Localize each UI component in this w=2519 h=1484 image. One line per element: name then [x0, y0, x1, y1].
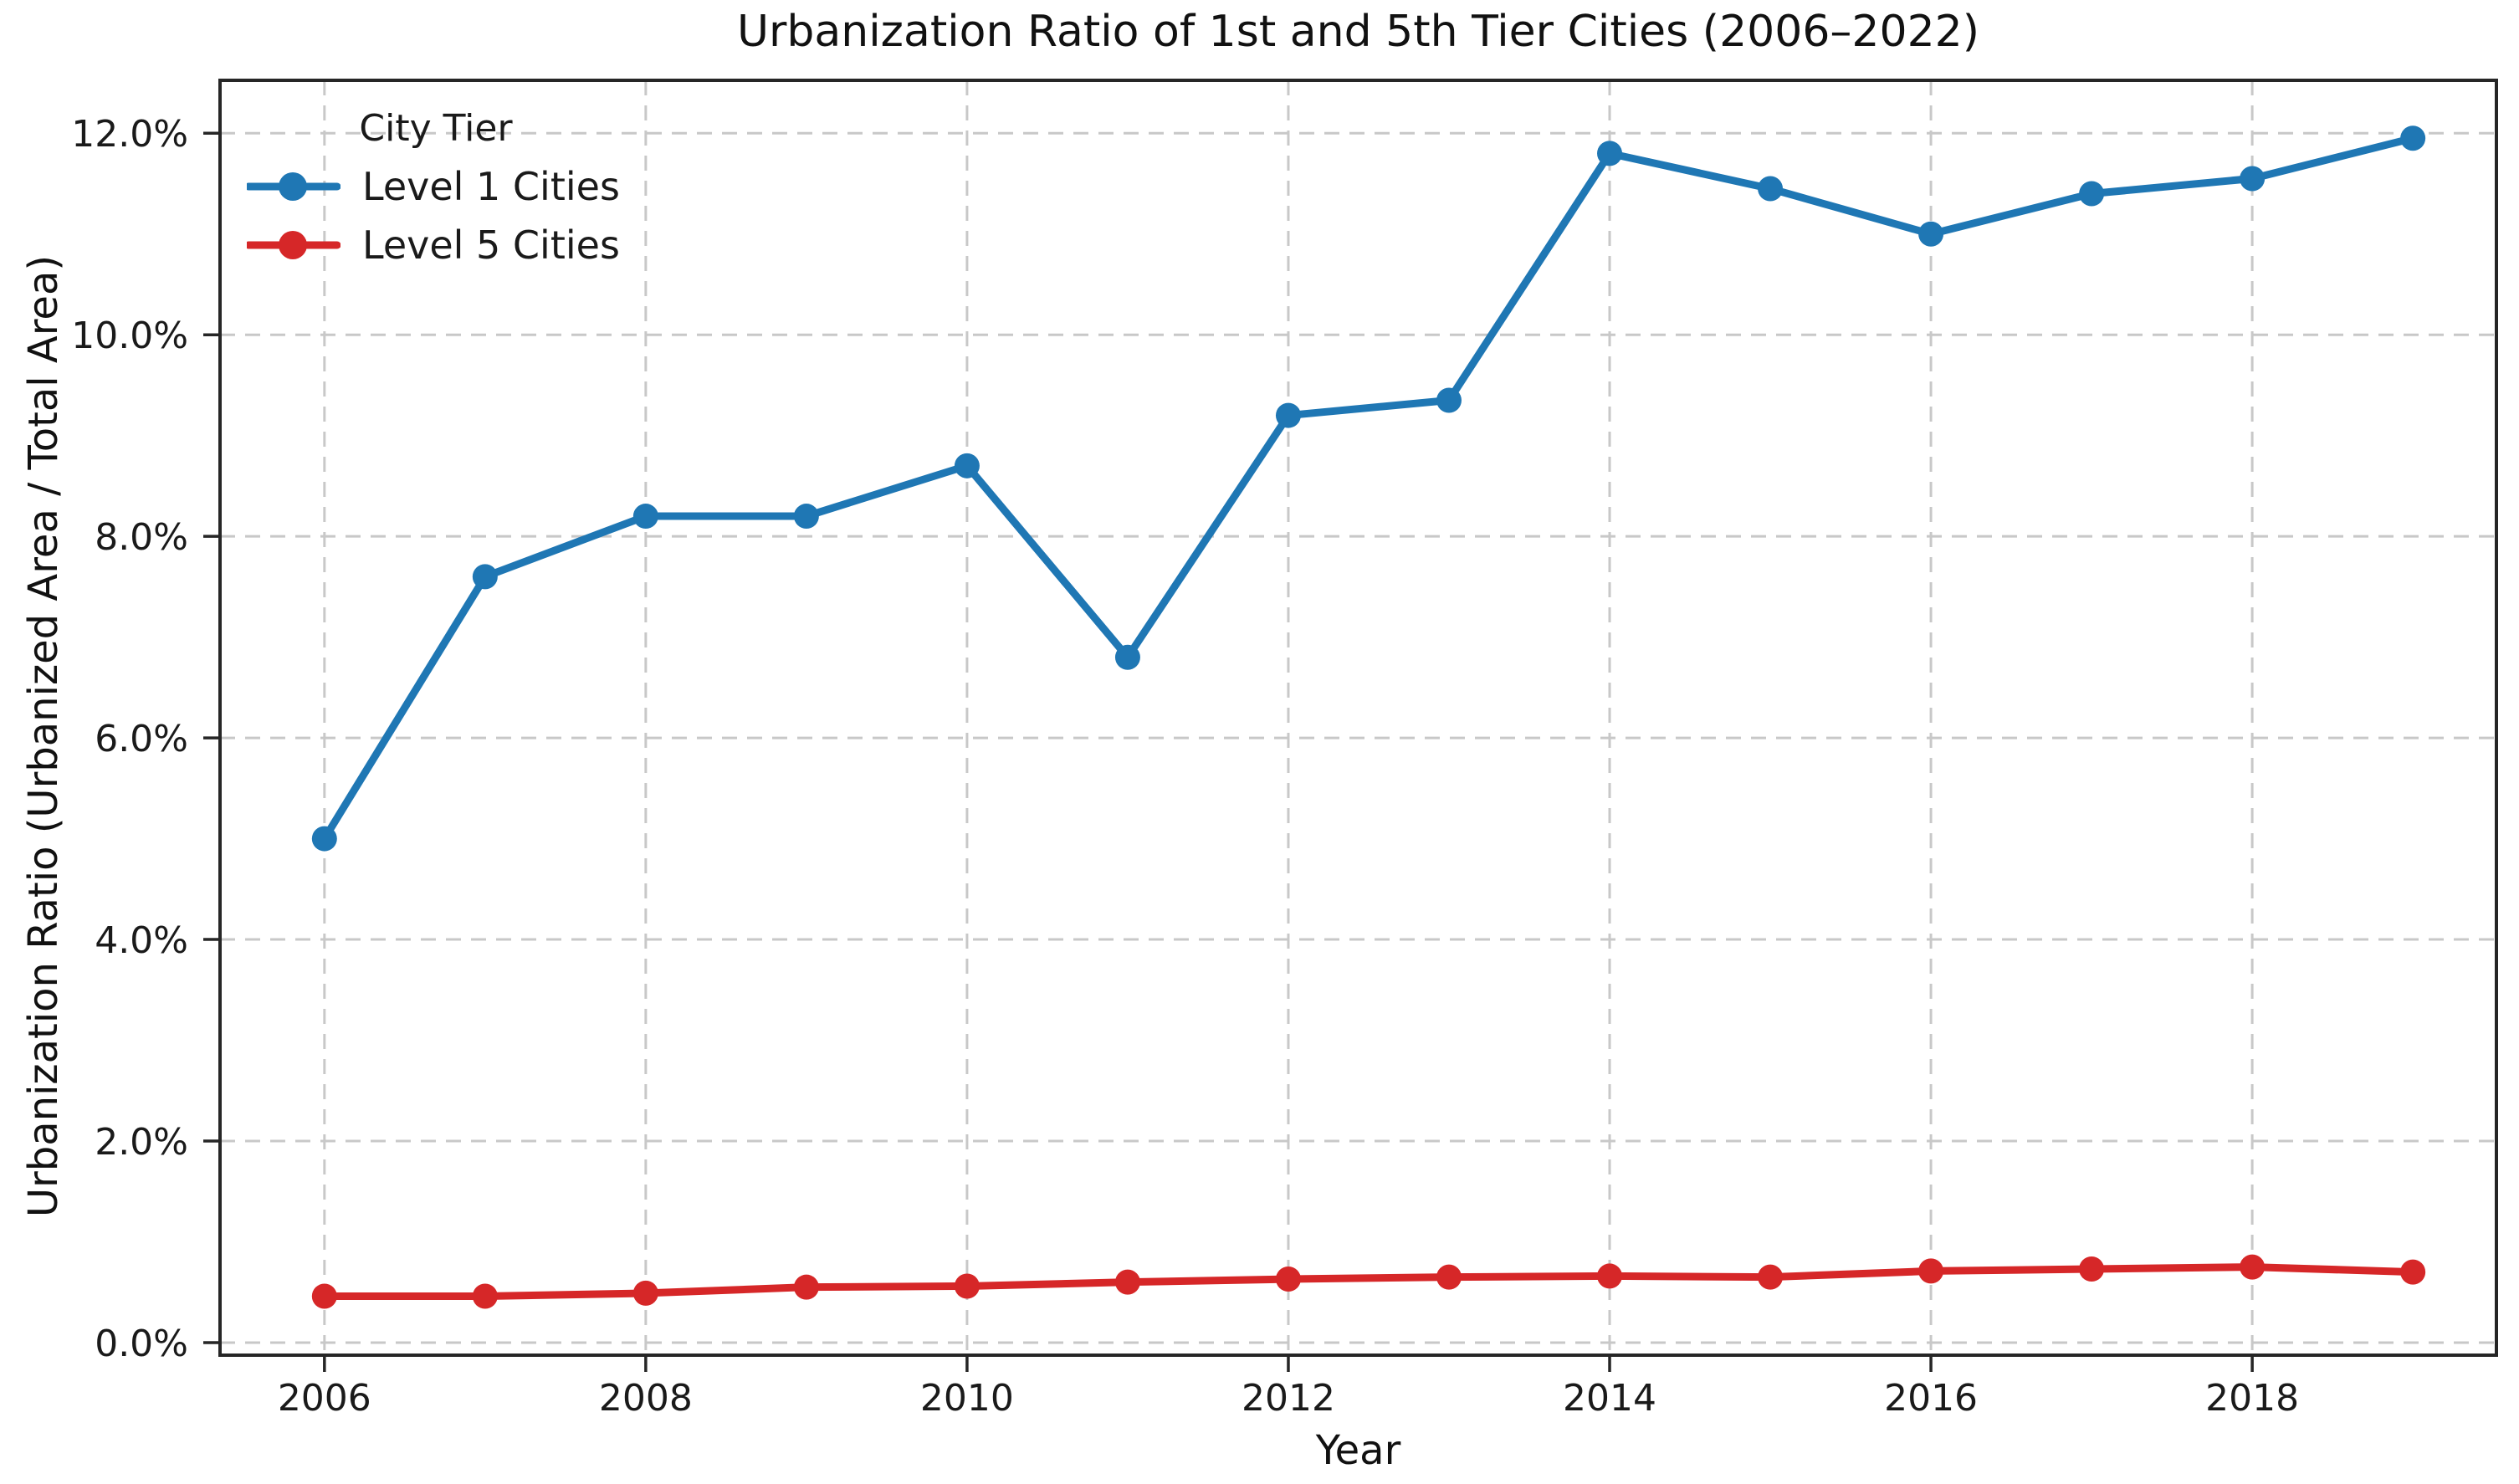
legend-label: Level 5 Cities	[362, 223, 620, 268]
x-tick-label: 2014	[1563, 1377, 1656, 1420]
data-point-level-5-cities-2009	[793, 1274, 819, 1300]
y-tick-label: 0.0%	[95, 1323, 188, 1365]
x-tick-label: 2006	[278, 1377, 371, 1420]
data-point-level-5-cities-2016	[1918, 1258, 1944, 1284]
legend-marker-icon	[247, 231, 340, 259]
legend-row-level-1-cities: Level 1 Cities	[247, 157, 625, 216]
series-line-level-5-cities	[320, 1263, 2417, 1301]
data-point-level-5-cities-2008	[632, 1280, 658, 1306]
chart-title: Urbanization Ratio of 1st and 5th Tier C…	[736, 7, 1980, 57]
data-point-level-5-cities-2017	[2079, 1256, 2105, 1282]
x-axis-label: Year	[1315, 1427, 1401, 1474]
data-point-level-1-cities-2016	[1918, 221, 1944, 247]
legend: City Tier Level 1 Cities Level 5 Cities	[247, 105, 625, 274]
x-tick-label: 2010	[920, 1377, 1014, 1420]
legend-marker-dot	[279, 231, 307, 259]
data-point-level-1-cities-2013	[1436, 387, 1462, 413]
y-tick-label: 10.0%	[71, 315, 188, 357]
legend-label: Level 1 Cities	[362, 164, 620, 209]
data-point-level-1-cities-2015	[1758, 176, 1784, 202]
data-point-level-5-cities-2018	[2240, 1254, 2266, 1280]
data-point-level-1-cities-2006	[311, 826, 337, 852]
data-point-level-5-cities-2007	[472, 1283, 498, 1309]
x-tick-label: 2018	[2205, 1377, 2299, 1420]
legend-title: City Tier	[359, 107, 513, 150]
x-tick-label: 2008	[599, 1377, 693, 1420]
data-point-level-1-cities-2012	[1275, 402, 1301, 428]
data-point-level-5-cities-2013	[1436, 1264, 1462, 1290]
x-tick-label: 2016	[1884, 1377, 1978, 1420]
y-tick-label: 6.0%	[95, 718, 188, 760]
data-point-level-5-cities-2010	[954, 1273, 980, 1299]
data-point-level-1-cities-2017	[2079, 181, 2105, 207]
data-point-level-1-cities-2009	[793, 504, 819, 530]
plot-border	[218, 79, 2498, 1357]
data-point-level-1-cities-2011	[1114, 644, 1140, 670]
y-tick-label: 2.0%	[95, 1121, 188, 1164]
data-point-level-5-cities-2011	[1114, 1269, 1140, 1295]
legend-marker-icon	[247, 172, 340, 201]
data-point-level-1-cities-2018	[2240, 166, 2266, 192]
data-point-level-5-cities-2015	[1758, 1264, 1784, 1290]
data-point-level-1-cities-2010	[954, 453, 980, 478]
y-tick-label: 8.0%	[95, 516, 188, 559]
legend-row-level-5-cities: Level 5 Cities	[247, 216, 625, 274]
data-point-level-1-cities-2014	[1597, 141, 1623, 166]
x-tick-label: 2012	[1242, 1377, 1335, 1420]
legend-marker-dot	[279, 172, 307, 201]
data-point-level-1-cities-2019	[2400, 125, 2426, 151]
data-point-level-5-cities-2012	[1275, 1267, 1301, 1292]
data-point-level-5-cities-2006	[311, 1283, 337, 1309]
data-point-level-5-cities-2019	[2400, 1259, 2426, 1285]
y-tick-label: 4.0%	[95, 919, 188, 962]
data-point-level-5-cities-2014	[1597, 1263, 1623, 1289]
y-tick-label: 12.0%	[71, 113, 188, 156]
series-line-level-1-cities	[320, 134, 2417, 843]
legend-entries: Level 1 Cities Level 5 Cities	[247, 157, 625, 274]
data-point-level-1-cities-2007	[472, 564, 498, 590]
data-point-level-1-cities-2008	[632, 504, 658, 530]
